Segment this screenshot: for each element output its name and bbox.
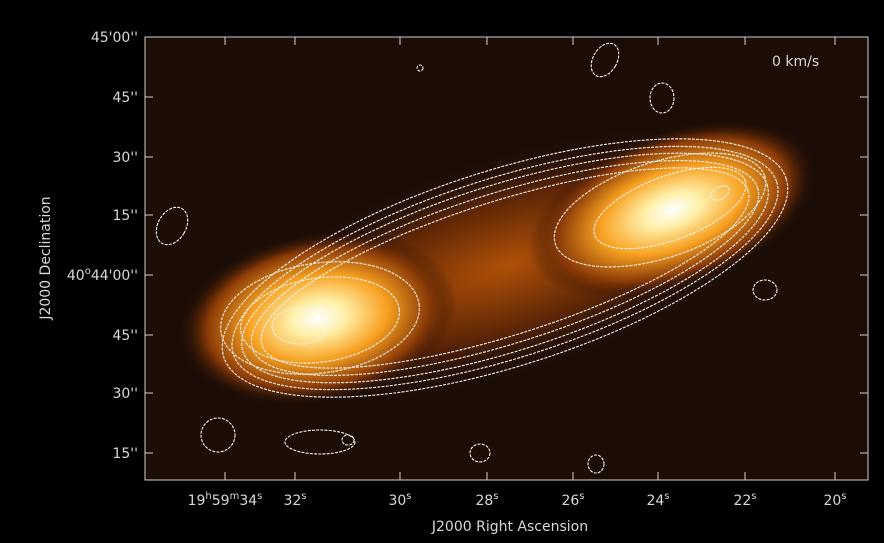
tick-label: 20s — [823, 491, 846, 509]
tick-label-part: 24 — [646, 493, 664, 509]
tick-label: 19h59m34s — [188, 491, 263, 509]
tick-label-sup: o — [85, 266, 91, 277]
contours — [155, 42, 789, 474]
tick-label: 30'' — [112, 386, 138, 402]
tick-label-part: 20 — [823, 493, 841, 509]
tick-label: 28s — [475, 491, 498, 509]
tick-label-part: 22 — [733, 493, 751, 509]
tick-label-part: 30'' — [112, 386, 138, 402]
tick-label-sup: m — [230, 491, 240, 502]
tick-label: 15'' — [112, 446, 138, 462]
tick-label-sup: s — [301, 491, 306, 502]
tick-label: 45'' — [112, 90, 138, 106]
tick-label-part: 45'' — [112, 90, 138, 106]
tick-label-part: 40 — [67, 268, 85, 284]
tick-label-sup: s — [406, 491, 411, 502]
tick-label-part: 32 — [283, 493, 301, 509]
tick-label-part: 30 — [388, 493, 406, 509]
tick-label: 26s — [561, 491, 584, 509]
tick-label-part: 45'' — [112, 328, 138, 344]
x-axis-title: J2000 Right Ascension — [431, 519, 588, 535]
tick-label-sup: s — [664, 491, 669, 502]
y-axis-title: J2000 Declination — [38, 196, 54, 320]
tick-label-part: 19 — [188, 493, 206, 509]
tick-label-part: 44'00'' — [91, 268, 138, 284]
tick-label-sup: s — [493, 491, 498, 502]
tick-label: 15'' — [112, 208, 138, 224]
tick-label-sup: s — [257, 491, 262, 502]
tick-label-part: 26 — [561, 493, 579, 509]
tick-label-part: 28 — [475, 493, 493, 509]
tick-label: 45'' — [112, 328, 138, 344]
tick-label: 30'' — [112, 150, 138, 166]
plot-frame — [144, 36, 869, 481]
tick-label: 22s — [733, 491, 756, 509]
tick-label: 45'00'' — [91, 30, 138, 46]
tick-label-part: 15'' — [112, 208, 138, 224]
tick-label-part: 15'' — [112, 446, 138, 462]
tick-label-sup: s — [579, 491, 584, 502]
velocity-label: 0 km/s — [772, 54, 819, 70]
tick-label-sup: s — [751, 491, 756, 502]
tick-label-part: 34 — [239, 493, 257, 509]
tick-label-part: 59 — [212, 493, 230, 509]
tick-label: 40o44'00'' — [67, 266, 138, 284]
image — [145, 37, 868, 480]
tick-label-sup: s — [841, 491, 846, 502]
tick-label-part: 45'00'' — [91, 30, 138, 46]
tick-label: 32s — [283, 491, 306, 509]
tick-label: 30s — [388, 491, 411, 509]
tick-label-sup: h — [205, 491, 211, 502]
tick-label-part: 30'' — [112, 150, 138, 166]
tick-label: 24s — [646, 491, 669, 509]
